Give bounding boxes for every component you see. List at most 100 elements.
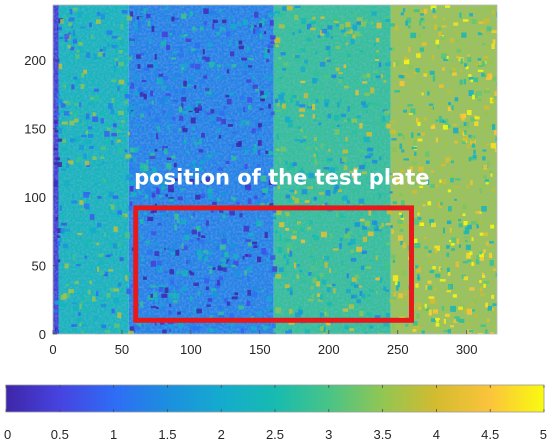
heatmap-speckle [474, 314, 478, 319]
heatmap-speckle [429, 270, 434, 274]
heatmap-speckle [59, 276, 63, 279]
heatmap-speckle [84, 160, 90, 166]
heatmap-speckle [236, 23, 242, 27]
heatmap-speckle [459, 318, 465, 323]
heatmap-speckle [279, 234, 282, 241]
heatmap-speckle [412, 321, 418, 327]
heatmap-speckle [373, 175, 378, 182]
heatmap-speckle [266, 151, 272, 155]
heatmap-speckle [123, 21, 127, 25]
heatmap-speckle [485, 77, 492, 80]
heatmap-speckle [213, 243, 220, 246]
heatmap-speckle [399, 181, 402, 184]
heatmap-speckle [134, 147, 138, 153]
heatmap-speckle [202, 154, 205, 160]
heatmap-speckle [67, 44, 71, 49]
heatmap-speckle [129, 174, 133, 177]
heatmap-speckle [304, 59, 309, 64]
heatmap-speckle [488, 59, 493, 65]
heatmap-speckle [394, 25, 399, 31]
heatmap-speckle [428, 296, 435, 299]
heatmap-speckle [491, 43, 495, 49]
heatmap-speckle [81, 300, 84, 304]
heatmap-speckle [136, 54, 141, 59]
heatmap-speckle [446, 252, 450, 257]
heatmap-speckle [181, 69, 184, 74]
heatmap-speckle [105, 255, 111, 258]
heatmap-speckle [320, 16, 325, 19]
heatmap-speckle [129, 201, 133, 206]
heatmap-speckle [270, 35, 276, 40]
heatmap-speckle [276, 148, 280, 152]
heatmap-speckle [463, 78, 466, 85]
heatmap-speckle [339, 24, 345, 30]
heatmap-speckle [385, 313, 390, 318]
heatmap-speckle [143, 212, 148, 215]
heatmap-speckle [429, 219, 435, 224]
heatmap-speckle [268, 179, 273, 185]
heatmap-speckle [282, 68, 286, 71]
heatmap-speckle [67, 292, 70, 298]
heatmap-speckle [453, 22, 459, 26]
heatmap-speckle [247, 25, 253, 28]
heatmap-speckle [292, 162, 297, 167]
heatmap-speckle [443, 227, 445, 234]
heatmap-speckle [72, 254, 76, 260]
heatmap-speckle [395, 281, 398, 286]
heatmap-speckle [79, 119, 82, 124]
heatmap-speckle [259, 108, 264, 111]
heatmap-speckle [158, 284, 164, 288]
heatmap-speckle [143, 90, 148, 94]
heatmap-speckle [343, 119, 349, 123]
heatmap-speckle [260, 98, 265, 102]
heatmap-speckle [158, 73, 163, 77]
heatmap-speckle [412, 328, 417, 332]
heatmap-speckle [434, 287, 437, 292]
heatmap-speckle [327, 51, 331, 56]
heatmap-speckle [175, 249, 180, 256]
heatmap-speckle [315, 138, 319, 142]
heatmap-speckle [449, 227, 452, 233]
heatmap-speckle [72, 7, 78, 11]
heatmap-speckle [166, 157, 172, 160]
heatmap-speckle [270, 111, 275, 116]
heatmap-speckle [164, 188, 168, 191]
heatmap-speckle [150, 305, 156, 309]
heatmap-speckle [389, 299, 395, 303]
heatmap-speckle [445, 157, 451, 163]
heatmap-speckle [79, 303, 82, 310]
heatmap-speckle [82, 239, 89, 244]
heatmap-speckle [61, 222, 67, 226]
heatmap-speckle [273, 63, 279, 68]
heatmap-speckle [200, 26, 204, 31]
colorbar [5, 384, 545, 413]
heatmap-speckle [458, 218, 462, 222]
heatmap-speckle [369, 288, 374, 293]
heatmap-speckle [168, 296, 173, 302]
heatmap-speckle [331, 283, 336, 287]
heatmap-speckle [496, 11, 497, 18]
heatmap-speckle [485, 302, 488, 308]
heatmap-speckle [100, 146, 106, 151]
heatmap-speckle [463, 236, 469, 239]
heatmap-speckle [367, 231, 374, 237]
heatmap-speckle [442, 67, 445, 71]
heatmap-speckle [435, 162, 439, 167]
heatmap-speckle [218, 110, 225, 116]
heatmap-speckle [399, 143, 403, 149]
heatmap-speckle [321, 315, 327, 319]
heatmap-speckle [157, 222, 162, 226]
heatmap-speckle [388, 173, 392, 176]
heatmap-speckle [405, 20, 409, 26]
heatmap-speckle [379, 176, 383, 181]
heatmap-speckle [162, 111, 165, 116]
heatmap-speckle [133, 101, 140, 105]
heatmap-speckle [168, 121, 175, 124]
heatmap-speckle [213, 134, 217, 138]
heatmap-speckle [202, 56, 206, 60]
heatmap-speckle [129, 147, 136, 153]
heatmap-speckle [440, 234, 445, 237]
heatmap-speckle [230, 243, 237, 249]
heatmap-speckle [63, 111, 70, 116]
heatmap-speckle [343, 85, 349, 89]
